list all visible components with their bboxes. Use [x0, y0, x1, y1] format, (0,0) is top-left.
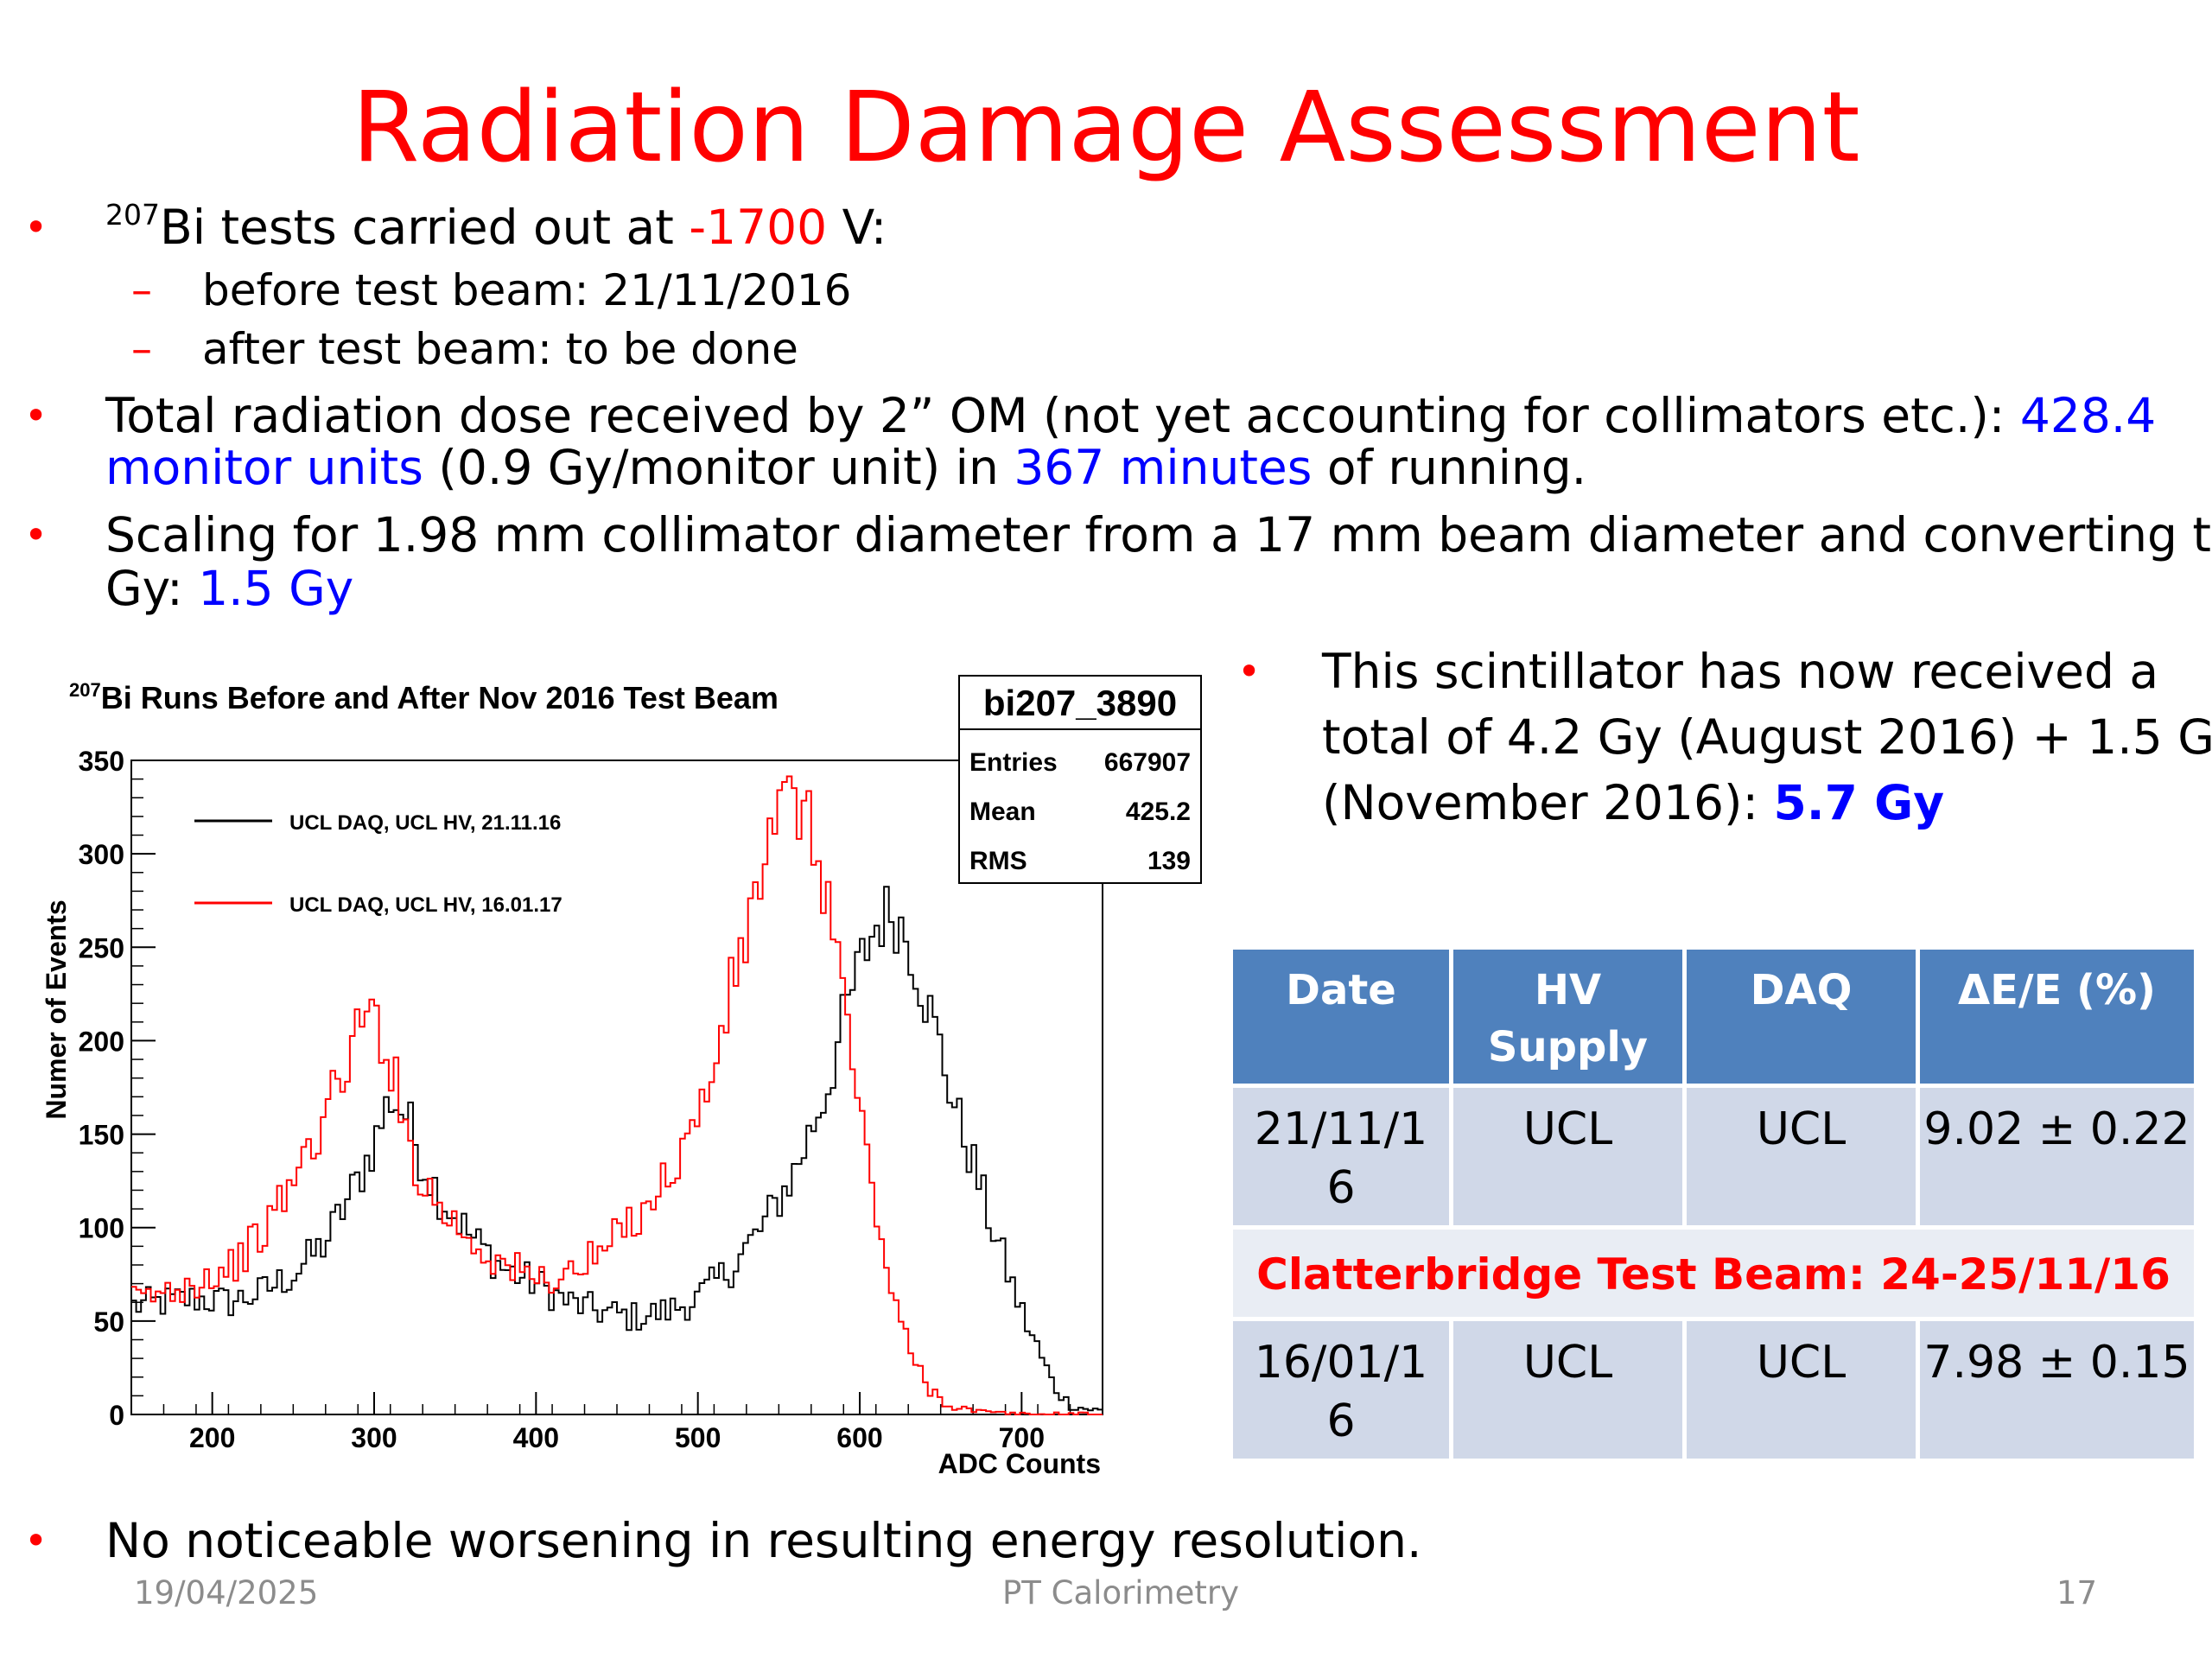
y-tick-label: 300 — [79, 839, 124, 870]
x-tick-label: 600 — [836, 1422, 882, 1453]
date-line2: 6 — [1326, 1162, 1356, 1214]
series-line — [131, 886, 1103, 1412]
y-axis-label: Numer of Events — [41, 899, 72, 1119]
chart-title: 207Bi Runs Before and After Nov 2016 Tes… — [69, 679, 779, 715]
stats-label: Mean — [969, 798, 1036, 826]
header-daq: DAQ — [1682, 945, 1920, 1088]
right-bullet-line3: (November 2016): 5.7 Gy — [1322, 776, 1944, 830]
y-tick-label: 50 — [93, 1306, 124, 1338]
bottom-bullet: No noticeable worsening in resulting ene… — [105, 1513, 1422, 1568]
bullet-dose-line2: monitor units (0.9 Gy/monitor unit) in 3… — [105, 441, 1586, 494]
right-bullet-line1: This scintillator has now received a — [1322, 644, 2159, 699]
isotope-mass: 207 — [105, 198, 160, 232]
date-line1: 21/11/1 — [1254, 1103, 1428, 1155]
slide-title: Radiation Damage Assessment — [352, 72, 1860, 184]
cell-resolution: 9.02 ± 0.22 — [1916, 1084, 2198, 1230]
bullet1-text-a: Bi tests carried out at — [160, 200, 690, 255]
y-tick-label: 250 — [79, 932, 124, 963]
chart-title-text: Bi Runs Before and After Nov 2016 Test B… — [101, 680, 779, 715]
total-dose-value: 5.7 Gy — [1773, 775, 1945, 830]
dose-unit: monitor units — [105, 440, 423, 495]
stats-name: bi207_3890 — [983, 683, 1177, 723]
scaled-dose: 1.5 Gy — [198, 561, 354, 616]
date-line1: 16/01/1 — [1254, 1337, 1428, 1389]
table-separator-row: Clatterbridge Test Beam: 24-25/11/16 — [1229, 1225, 2198, 1321]
cell-daq: UCL — [1682, 1317, 1920, 1463]
x-axis-label: ADC Counts — [938, 1448, 1101, 1479]
dose-conversion: (0.9 Gy/monitor unit) in — [423, 440, 1014, 495]
right-bullet-line2: total of 4.2 Gy (August 2016) + 1.5 Gy — [1322, 709, 2212, 765]
y-tick-label: 350 — [79, 746, 124, 777]
bias-voltage: -1700 — [689, 200, 828, 255]
stats-value: 667907 — [1104, 748, 1191, 777]
y-tick-label: 100 — [79, 1213, 124, 1244]
header-date: Date — [1229, 945, 1453, 1088]
sub-bullet-marker: – — [131, 266, 152, 315]
legend-entry: UCL DAQ, UCL HV, 16.01.17 — [289, 893, 563, 917]
footer-center: PT Calorimetry — [1002, 1574, 1240, 1611]
chart-title-sup: 207 — [69, 679, 101, 701]
stats-label: RMS — [969, 847, 1027, 875]
y-tick-label: 0 — [109, 1400, 124, 1431]
dose-text: Total radiation dose received by 2” OM (… — [105, 388, 2020, 443]
bullet-marker: • — [24, 1517, 48, 1564]
table-row: 16/01/1 6 UCL UCL 7.98 ± 0.15 — [1229, 1317, 2198, 1463]
series-line — [131, 775, 1103, 1415]
x-tick-label: 200 — [189, 1422, 235, 1453]
stats-box — [958, 675, 1202, 884]
table-header-row: Date HV Supply DAQ ΔE/E (%) — [1229, 945, 2198, 1088]
footer-date: 19/04/2025 — [134, 1574, 319, 1611]
adc-spectrum-chart: 0 50 100 150 200 250 300 350 200 300 400 500 600 700 U… — [41, 675, 1202, 1479]
cell-date: 16/01/1 6 — [1229, 1317, 1453, 1463]
scaling-text: Gy: — [105, 561, 199, 616]
bullet1-text-b: V: — [827, 200, 887, 255]
dose-tail: of running. — [1312, 440, 1587, 495]
cell-resolution: 7.98 ± 0.15 — [1916, 1317, 2198, 1463]
run-duration: 367 minutes — [1014, 440, 1313, 495]
sub-bullet-marker: – — [131, 325, 152, 373]
dose-value: 428.4 — [2019, 388, 2157, 443]
x-tick-label: 700 — [999, 1422, 1045, 1453]
plot-frame — [130, 760, 1103, 1415]
cell-hv: UCL — [1449, 1084, 1687, 1230]
page-number: 17 — [2056, 1574, 2098, 1611]
bullet-scaling-line2: Gy: 1.5 Gy — [105, 562, 353, 615]
cell-daq: UCL — [1682, 1084, 1920, 1230]
date-line2: 6 — [1326, 1395, 1356, 1447]
header-hv-supply: HV Supply — [1449, 945, 1687, 1088]
test-beam-separator: Clatterbridge Test Beam: 24-25/11/16 — [1229, 1225, 2198, 1321]
stats-value: 425.2 — [1126, 798, 1191, 826]
bullet-marker: • — [24, 204, 48, 251]
stats-label: Entries — [969, 748, 1058, 777]
y-tick-label: 200 — [79, 1026, 124, 1057]
stats-value: 139 — [1147, 847, 1191, 875]
bullet-marker: • — [24, 392, 48, 439]
x-tick-label: 400 — [513, 1422, 559, 1453]
header-hv-line2: Supply — [1487, 1023, 1649, 1071]
header-hv-line1: HV — [1534, 966, 1602, 1014]
bullet-dose-line1: Total radiation dose received by 2” OM (… — [105, 389, 2156, 442]
x-tick-label: 300 — [351, 1422, 397, 1453]
bullet-marker: • — [1237, 648, 1262, 695]
cell-date: 21/11/1 6 — [1229, 1084, 1453, 1230]
table-row: 21/11/1 6 UCL UCL 9.02 ± 0.22 — [1229, 1084, 2198, 1230]
legend-entry: UCL DAQ, UCL HV, 21.11.16 — [289, 811, 561, 835]
resolution-table: Date HV Supply DAQ ΔE/E (%) 21/11/1 6 UCL … — [1229, 945, 2198, 1463]
bullet-isotope-test: 207Bi tests carried out at -1700 V: — [105, 200, 887, 254]
x-tick-label: 500 — [675, 1422, 721, 1453]
y-tick-label: 150 — [79, 1120, 124, 1151]
cell-hv: UCL — [1449, 1317, 1687, 1463]
bullet-scaling-line1: Scaling for 1.98 mm collimator diameter … — [105, 507, 2212, 563]
sub-bullet-after: after test beam: to be done — [202, 324, 798, 374]
total-dose-text: (November 2016): — [1322, 775, 1774, 830]
header-resolution: ΔE/E (%) — [1916, 945, 2198, 1088]
sub-bullet-before: before test beam: 21/11/2016 — [202, 265, 852, 315]
bullet-marker: • — [24, 512, 48, 558]
